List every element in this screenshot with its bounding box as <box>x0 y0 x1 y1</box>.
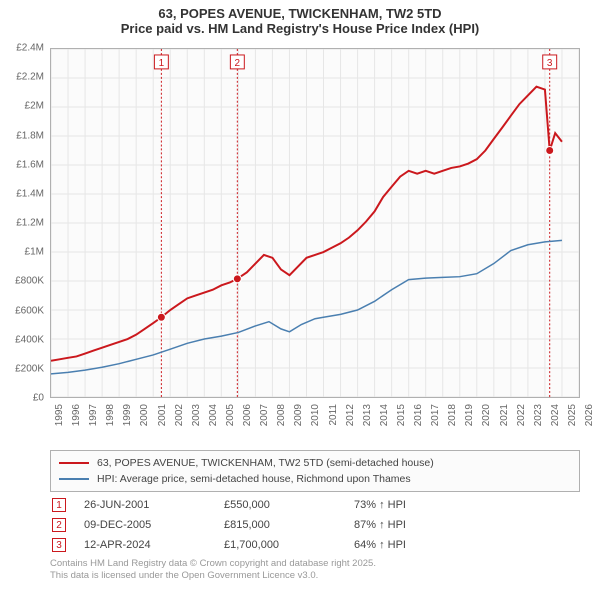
chart-area: 1 2 3 <box>50 48 580 398</box>
sale-marker-num: 3 <box>52 538 66 552</box>
svg-text:3: 3 <box>547 58 553 69</box>
sale-price: £815,000 <box>224 519 354 531</box>
sale-date: 12-APR-2024 <box>84 539 224 551</box>
x-tick: 2010 <box>310 404 321 426</box>
x-tick: 2021 <box>499 404 510 426</box>
x-tick: 2003 <box>191 404 202 426</box>
x-tick: 1995 <box>54 404 65 426</box>
plot-svg: 1 2 3 <box>51 49 579 397</box>
footer: Contains HM Land Registry data © Crown c… <box>50 558 580 582</box>
x-tick: 2004 <box>208 404 219 426</box>
sale-row: 2 09-DEC-2005£815,00087% ↑ HPI <box>50 515 580 535</box>
y-tick: £0 <box>33 393 44 404</box>
sale-pct: 64% ↑ HPI <box>354 539 580 551</box>
x-tick: 2014 <box>379 404 390 426</box>
x-tick: 2007 <box>259 404 270 426</box>
y-tick: £800K <box>15 276 44 287</box>
legend-swatch-hpi <box>59 478 89 480</box>
legend-row-1: 63, POPES AVENUE, TWICKENHAM, TW2 5TD (s… <box>59 455 571 471</box>
x-tick: 2023 <box>533 404 544 426</box>
y-tick: £400K <box>15 334 44 345</box>
sales-table: 1 26-JUN-2001£550,00073% ↑ HPI 2 09-DEC-200… <box>50 495 580 555</box>
x-tick: 2002 <box>174 404 185 426</box>
sale-date: 26-JUN-2001 <box>84 499 224 511</box>
x-axis: 1995 1996 1997 1998 1999 2000 2001 2002 2003 2004… <box>50 400 580 450</box>
y-tick: £2.2M <box>16 72 44 83</box>
x-tick: 2018 <box>447 404 458 426</box>
x-tick: 2019 <box>464 404 475 426</box>
footer-line2: This data is licensed under the Open Gov… <box>50 570 580 582</box>
y-tick: £600K <box>15 305 44 316</box>
x-tick: 1998 <box>105 404 116 426</box>
y-tick: £2.4M <box>16 43 44 54</box>
sale-date: 09-DEC-2005 <box>84 519 224 531</box>
footer-line1: Contains HM Land Registry data © Crown c… <box>50 558 580 570</box>
x-tick: 2009 <box>293 404 304 426</box>
x-tick: 2015 <box>396 404 407 426</box>
x-tick: 2001 <box>157 404 168 426</box>
legend-swatch-price <box>59 462 89 464</box>
x-tick: 2013 <box>362 404 373 426</box>
x-tick: 2005 <box>225 404 236 426</box>
x-tick: 2017 <box>430 404 441 426</box>
y-tick: £1.8M <box>16 130 44 141</box>
sale-marker-num: 1 <box>52 498 66 512</box>
svg-text:2: 2 <box>235 58 241 69</box>
x-tick: 1999 <box>122 404 133 426</box>
x-tick: 1997 <box>88 404 99 426</box>
y-tick: £1M <box>25 247 44 258</box>
y-tick: £2M <box>25 101 44 112</box>
x-tick: 2000 <box>139 404 150 426</box>
x-tick: 2025 <box>567 404 578 426</box>
title-line1: 63, POPES AVENUE, TWICKENHAM, TW2 5TD <box>0 6 600 21</box>
x-tick: 2022 <box>516 404 527 426</box>
title-block: 63, POPES AVENUE, TWICKENHAM, TW2 5TD Pr… <box>0 0 600 38</box>
y-tick: £1.2M <box>16 218 44 229</box>
sale-row: 3 12-APR-2024£1,700,00064% ↑ HPI <box>50 535 580 555</box>
sale-pct: 73% ↑ HPI <box>354 499 580 511</box>
x-tick: 2026 <box>584 404 595 426</box>
legend-label-price: 63, POPES AVENUE, TWICKENHAM, TW2 5TD (s… <box>97 457 434 469</box>
sale-row: 1 26-JUN-2001£550,00073% ↑ HPI <box>50 495 580 515</box>
title-line2: Price paid vs. HM Land Registry's House … <box>0 21 600 36</box>
x-tick: 2020 <box>481 404 492 426</box>
legend-label-hpi: HPI: Average price, semi-detached house,… <box>97 473 411 485</box>
y-tick: £200K <box>15 363 44 374</box>
y-tick: £1.6M <box>16 159 44 170</box>
chart-container: 63, POPES AVENUE, TWICKENHAM, TW2 5TD Pr… <box>0 0 600 590</box>
x-tick: 2016 <box>413 404 424 426</box>
x-tick: 1996 <box>71 404 82 426</box>
svg-text:1: 1 <box>159 58 165 69</box>
x-tick: 2011 <box>328 404 339 426</box>
legend-row-2: HPI: Average price, semi-detached house,… <box>59 471 571 487</box>
x-tick: 2006 <box>242 404 253 426</box>
legend: 63, POPES AVENUE, TWICKENHAM, TW2 5TD (s… <box>50 450 580 492</box>
x-tick: 2012 <box>345 404 356 426</box>
sale-marker-num: 2 <box>52 518 66 532</box>
x-tick: 2008 <box>276 404 287 426</box>
sale-price: £1,700,000 <box>224 539 354 551</box>
x-tick: 2024 <box>550 404 561 426</box>
y-tick: £1.4M <box>16 188 44 199</box>
y-axis: £0£200K£400K£600K£800K£1M£1.2M£1.4M£1.6M… <box>0 48 48 398</box>
sale-pct: 87% ↑ HPI <box>354 519 580 531</box>
sale-price: £550,000 <box>224 499 354 511</box>
